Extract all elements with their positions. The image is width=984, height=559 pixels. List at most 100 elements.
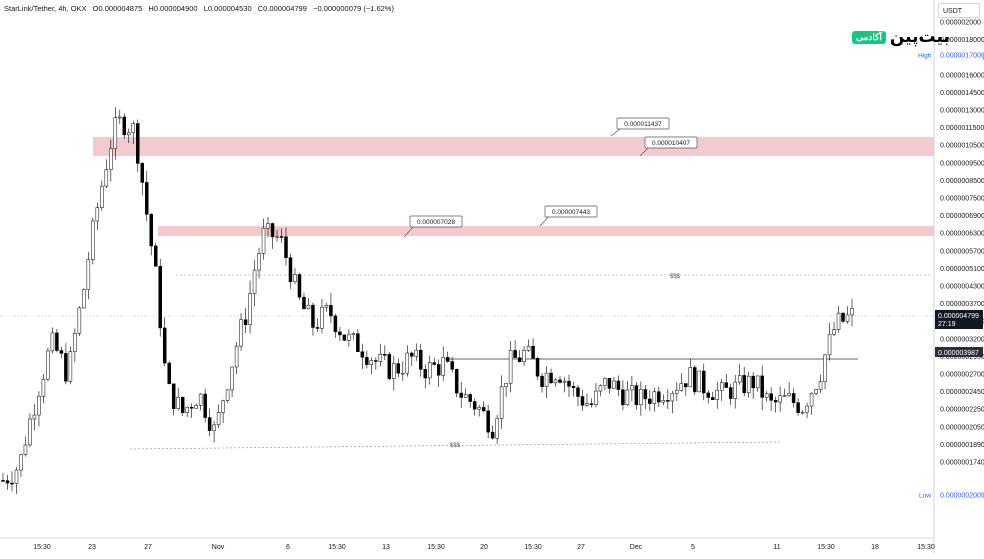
time-tick-label: 13 <box>382 544 390 551</box>
time-tick-label: 6 <box>286 544 290 551</box>
candle-body <box>136 123 140 164</box>
candle-body <box>648 398 652 404</box>
candle-body <box>697 370 702 393</box>
candle-body <box>576 387 580 397</box>
candle-body <box>764 393 769 398</box>
price-tick-label: 0.0000016000 <box>940 72 984 79</box>
low-value-bg <box>935 490 983 500</box>
candle-body <box>724 382 728 388</box>
candle-body <box>113 117 118 149</box>
candle-body <box>230 366 234 391</box>
candle-body <box>472 401 477 410</box>
currency-selector[interactable]: USDT <box>938 3 980 18</box>
candle-body <box>275 236 279 238</box>
candle-body <box>41 378 46 397</box>
candle-body <box>751 375 755 389</box>
candle-body <box>104 169 109 187</box>
candle-body <box>558 379 562 383</box>
low-value: L0.000004530 <box>203 4 252 13</box>
candle-body <box>342 334 347 341</box>
candle-body <box>118 116 122 119</box>
price-tick-label: 0.0000013000 <box>940 108 984 115</box>
candle-body <box>50 332 55 352</box>
time-tick-label: 15:30 <box>817 544 835 551</box>
candle-body <box>86 259 91 290</box>
candle-body <box>441 357 445 376</box>
candle-body <box>522 350 526 362</box>
candle-body <box>652 391 657 404</box>
candle-body <box>180 396 185 413</box>
time-tick-label: 27 <box>577 544 585 551</box>
candle-body <box>333 315 338 333</box>
candle-body <box>827 334 832 356</box>
candle-body <box>288 257 293 283</box>
candle-body <box>293 274 297 283</box>
price-tick-label: 0.0000011500 <box>940 125 984 132</box>
candle-body <box>670 393 675 402</box>
candle-body <box>356 333 360 352</box>
candle-body <box>68 351 73 382</box>
candle-body <box>791 393 796 403</box>
candle-body <box>832 329 836 335</box>
candle-body <box>607 378 612 389</box>
candle-body <box>823 354 827 382</box>
candle-body <box>454 369 459 394</box>
candle-body <box>679 383 684 391</box>
candle-body <box>814 389 818 394</box>
candle-body <box>553 379 558 384</box>
callout-pointer <box>639 146 650 157</box>
candle-body <box>131 123 136 133</box>
price-tick-label: 0.0000005100 <box>940 266 984 273</box>
candle-body <box>710 397 715 400</box>
candle-body <box>427 362 432 379</box>
time-tick-label: 27 <box>144 544 152 551</box>
time-tick-label: 20 <box>480 544 488 551</box>
candle-body <box>805 405 809 413</box>
supply-zone <box>93 137 934 156</box>
candle-body <box>23 444 28 455</box>
logo-text: بیت‌پین <box>889 27 950 47</box>
candle-body <box>32 414 37 420</box>
symbol-label[interactable]: StarLink/Tether, 4h, OKX <box>4 4 87 13</box>
candle-body <box>580 396 585 406</box>
price-tick-label: 0.0000010500 <box>940 143 984 150</box>
liquidity-line-bottom <box>129 441 781 450</box>
candle-body <box>535 358 540 377</box>
high-value-bg <box>935 50 983 60</box>
candle-body <box>598 385 603 392</box>
candle-body <box>634 385 639 405</box>
candle-body <box>100 185 104 208</box>
low-value-label: 0.0000002009 <box>940 493 984 500</box>
candle-body <box>239 319 243 347</box>
zone-price-label: 0.000007443 <box>552 209 590 216</box>
candle-body <box>95 207 100 222</box>
candle-body <box>127 132 131 136</box>
candle-body <box>401 372 405 375</box>
candle-body <box>338 331 342 336</box>
candle-body <box>625 389 630 406</box>
candle-body <box>414 349 419 357</box>
time-tick-label: 18 <box>871 544 879 551</box>
price-tick-label: 0.0000004300 <box>940 284 984 291</box>
candle-body <box>315 327 320 329</box>
candle-body <box>450 361 454 370</box>
candle-body <box>252 269 257 294</box>
open-value: O0.000004875 <box>92 4 143 13</box>
candle-body <box>432 362 436 365</box>
price-tick-label: 0.0000008500 <box>940 178 984 185</box>
level-price-tag-bg <box>935 347 983 357</box>
candle-body <box>787 393 791 396</box>
candle-body <box>531 345 535 359</box>
candle-body <box>257 253 261 271</box>
candle-body <box>773 400 778 403</box>
candle-body <box>46 350 50 380</box>
time-tick-label: Dec <box>630 544 643 551</box>
candle-body <box>445 357 450 362</box>
candle-body <box>1 480 5 482</box>
liquidity-label-top: $$$ <box>670 274 681 280</box>
price-tick-label: 0.0000003200 <box>940 336 984 343</box>
candle-body <box>778 395 782 403</box>
candle-body <box>841 312 845 322</box>
candle-body <box>185 406 189 413</box>
